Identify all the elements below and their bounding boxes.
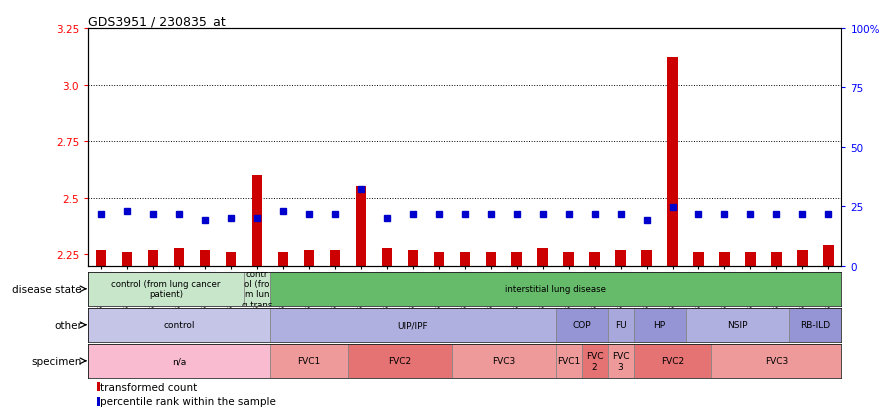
Bar xyxy=(556,308,608,342)
Bar xyxy=(244,272,270,306)
Bar xyxy=(270,308,556,342)
Bar xyxy=(348,344,452,378)
Bar xyxy=(88,344,270,378)
Bar xyxy=(564,252,574,266)
Bar xyxy=(278,252,288,266)
Bar xyxy=(460,252,470,266)
Text: GDS3951 / 230835_at: GDS3951 / 230835_at xyxy=(88,15,226,28)
Bar xyxy=(685,308,789,342)
Bar xyxy=(270,272,841,306)
Text: specimen: specimen xyxy=(32,356,82,366)
Text: FVC3: FVC3 xyxy=(765,356,788,366)
Text: other: other xyxy=(54,320,82,330)
Bar xyxy=(771,252,781,266)
Bar xyxy=(556,344,581,378)
Bar xyxy=(408,250,418,266)
Bar xyxy=(581,344,608,378)
Text: control (from lung cancer
patient): control (from lung cancer patient) xyxy=(111,280,221,299)
Bar xyxy=(200,250,211,266)
Text: COP: COP xyxy=(573,320,591,330)
Bar xyxy=(537,248,548,266)
Text: contr
ol (fro
m lun
g trans: contr ol (fro m lun g trans xyxy=(241,269,272,309)
Text: FVC1: FVC1 xyxy=(297,356,321,366)
Text: transformed count: transformed count xyxy=(100,382,197,392)
Bar xyxy=(615,250,626,266)
Bar xyxy=(693,252,704,266)
Bar xyxy=(88,308,270,342)
Bar xyxy=(226,252,236,266)
Bar xyxy=(633,308,685,342)
Text: percentile rank within the sample: percentile rank within the sample xyxy=(100,396,276,406)
Bar xyxy=(270,344,348,378)
Bar xyxy=(667,58,677,266)
Bar xyxy=(745,252,756,266)
Text: control: control xyxy=(163,320,195,330)
Bar xyxy=(122,252,132,266)
Text: FVC
2: FVC 2 xyxy=(586,351,603,370)
Bar xyxy=(356,187,366,266)
Bar xyxy=(789,308,841,342)
Bar xyxy=(512,252,522,266)
Bar xyxy=(452,344,556,378)
Text: HP: HP xyxy=(654,320,666,330)
Bar xyxy=(148,250,159,266)
Bar xyxy=(641,250,652,266)
Bar xyxy=(589,252,600,266)
Bar xyxy=(304,250,314,266)
Bar xyxy=(797,250,808,266)
Text: FVC1: FVC1 xyxy=(557,356,581,366)
Bar xyxy=(88,272,244,306)
Bar xyxy=(485,252,496,266)
Text: NSIP: NSIP xyxy=(727,320,748,330)
Text: FVC2: FVC2 xyxy=(389,356,411,366)
Bar xyxy=(712,344,841,378)
Text: UIP/IPF: UIP/IPF xyxy=(397,320,428,330)
Text: RB-ILD: RB-ILD xyxy=(800,320,831,330)
Bar xyxy=(433,252,444,266)
Bar xyxy=(174,248,184,266)
Bar xyxy=(329,250,340,266)
Text: FU: FU xyxy=(615,320,626,330)
Bar xyxy=(633,344,712,378)
Text: disease state: disease state xyxy=(12,284,82,294)
Bar xyxy=(608,308,633,342)
Text: interstitial lung disease: interstitial lung disease xyxy=(505,285,606,294)
Bar xyxy=(608,344,633,378)
Text: FVC2: FVC2 xyxy=(661,356,684,366)
Text: FVC3: FVC3 xyxy=(492,356,515,366)
Bar xyxy=(823,246,833,266)
Bar xyxy=(719,252,729,266)
Text: n/a: n/a xyxy=(172,356,186,366)
Bar xyxy=(252,176,263,266)
Bar xyxy=(381,248,392,266)
Bar xyxy=(96,250,107,266)
Text: FVC
3: FVC 3 xyxy=(611,351,629,370)
